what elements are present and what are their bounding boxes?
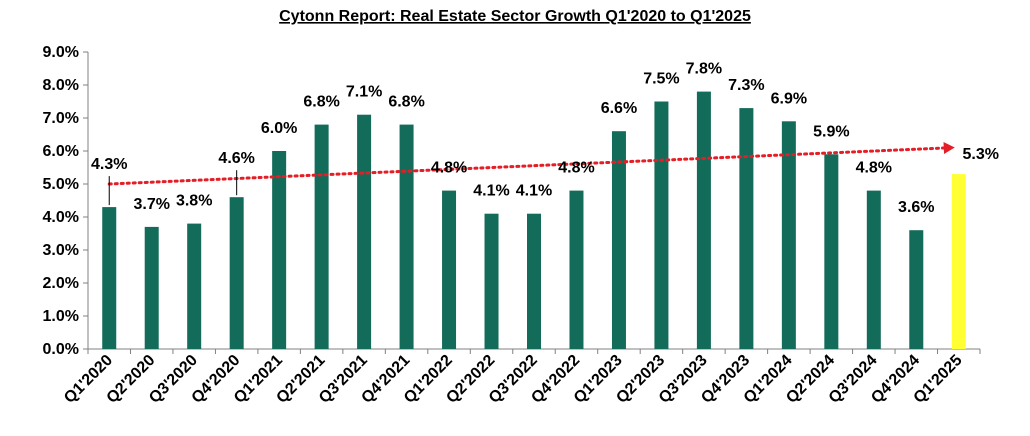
data-label: 4.1%	[473, 183, 509, 200]
trendline	[107, 142, 955, 186]
bar	[611, 131, 626, 349]
y-tick-label: 5.0%	[43, 176, 79, 193]
data-label: 4.8%	[431, 160, 467, 177]
data-label: 6.6%	[601, 100, 637, 117]
y-tick-label: 4.0%	[43, 209, 79, 226]
data-label: 6.9%	[771, 90, 807, 107]
bar	[909, 230, 924, 349]
y-tick-label: 0.0%	[43, 341, 79, 358]
bar	[229, 197, 244, 349]
bar	[357, 114, 372, 349]
chart-title: Cytonn Report: Real Estate Sector Growth…	[279, 8, 751, 25]
bar	[399, 124, 414, 349]
trendline-arrowhead	[943, 142, 955, 154]
bars	[102, 91, 966, 349]
bar	[781, 121, 796, 349]
data-label: 7.5%	[643, 71, 679, 88]
bar	[102, 207, 117, 349]
data-label: 4.3%	[91, 156, 127, 173]
bar	[866, 190, 881, 349]
bar	[696, 91, 711, 349]
data-labels: 4.3% 3.7% 3.8% 4.6% 6.0% 6.8% 7.1% 6.8% 4.8% 4.1%…	[91, 61, 999, 217]
data-label: 4.6%	[218, 150, 254, 167]
y-tick-label: 8.0%	[43, 77, 79, 94]
data-label: 7.1%	[346, 84, 382, 101]
bar	[739, 108, 754, 349]
data-label: 3.6%	[898, 199, 934, 216]
data-label: 4.8%	[856, 160, 892, 177]
bar	[144, 226, 159, 349]
data-label: 6.8%	[303, 94, 339, 111]
data-label: 4.8%	[558, 160, 594, 177]
data-label: 7.8%	[686, 61, 722, 78]
y-tick-label: 3.0%	[43, 242, 79, 259]
data-label: 6.0%	[261, 120, 297, 137]
y-tick-label: 2.0%	[43, 275, 79, 292]
y-axis: 0.0% 1.0% 2.0% 3.0% 4.0% 5.0% 6.0% 7.0% 8.0% 9.0%	[43, 44, 89, 358]
bar	[484, 213, 499, 349]
bar	[569, 190, 584, 349]
bar	[442, 190, 457, 349]
bar	[272, 151, 287, 349]
data-label: 5.9%	[813, 123, 849, 140]
bar	[654, 101, 669, 349]
bar	[527, 213, 541, 349]
data-label: 5.3%	[963, 146, 999, 163]
trendline-line	[107, 146, 953, 186]
data-label: 4.1%	[516, 183, 552, 200]
y-tick-label: 1.0%	[43, 308, 79, 325]
y-tick-label: 6.0%	[43, 143, 79, 160]
x-axis: Q1'2020Q2'2020Q3'2020Q4'2020Q1'2021Q2'20…	[61, 348, 981, 407]
bar	[314, 124, 329, 349]
y-tick-label: 7.0%	[43, 110, 79, 127]
y-tick-label: 9.0%	[43, 44, 79, 61]
bar	[187, 223, 202, 349]
bar	[951, 174, 966, 349]
bar	[824, 154, 839, 349]
data-label: 3.7%	[133, 196, 169, 213]
data-label: 7.3%	[728, 77, 764, 94]
data-label: 3.8%	[176, 193, 212, 210]
data-label: 6.8%	[388, 94, 424, 111]
